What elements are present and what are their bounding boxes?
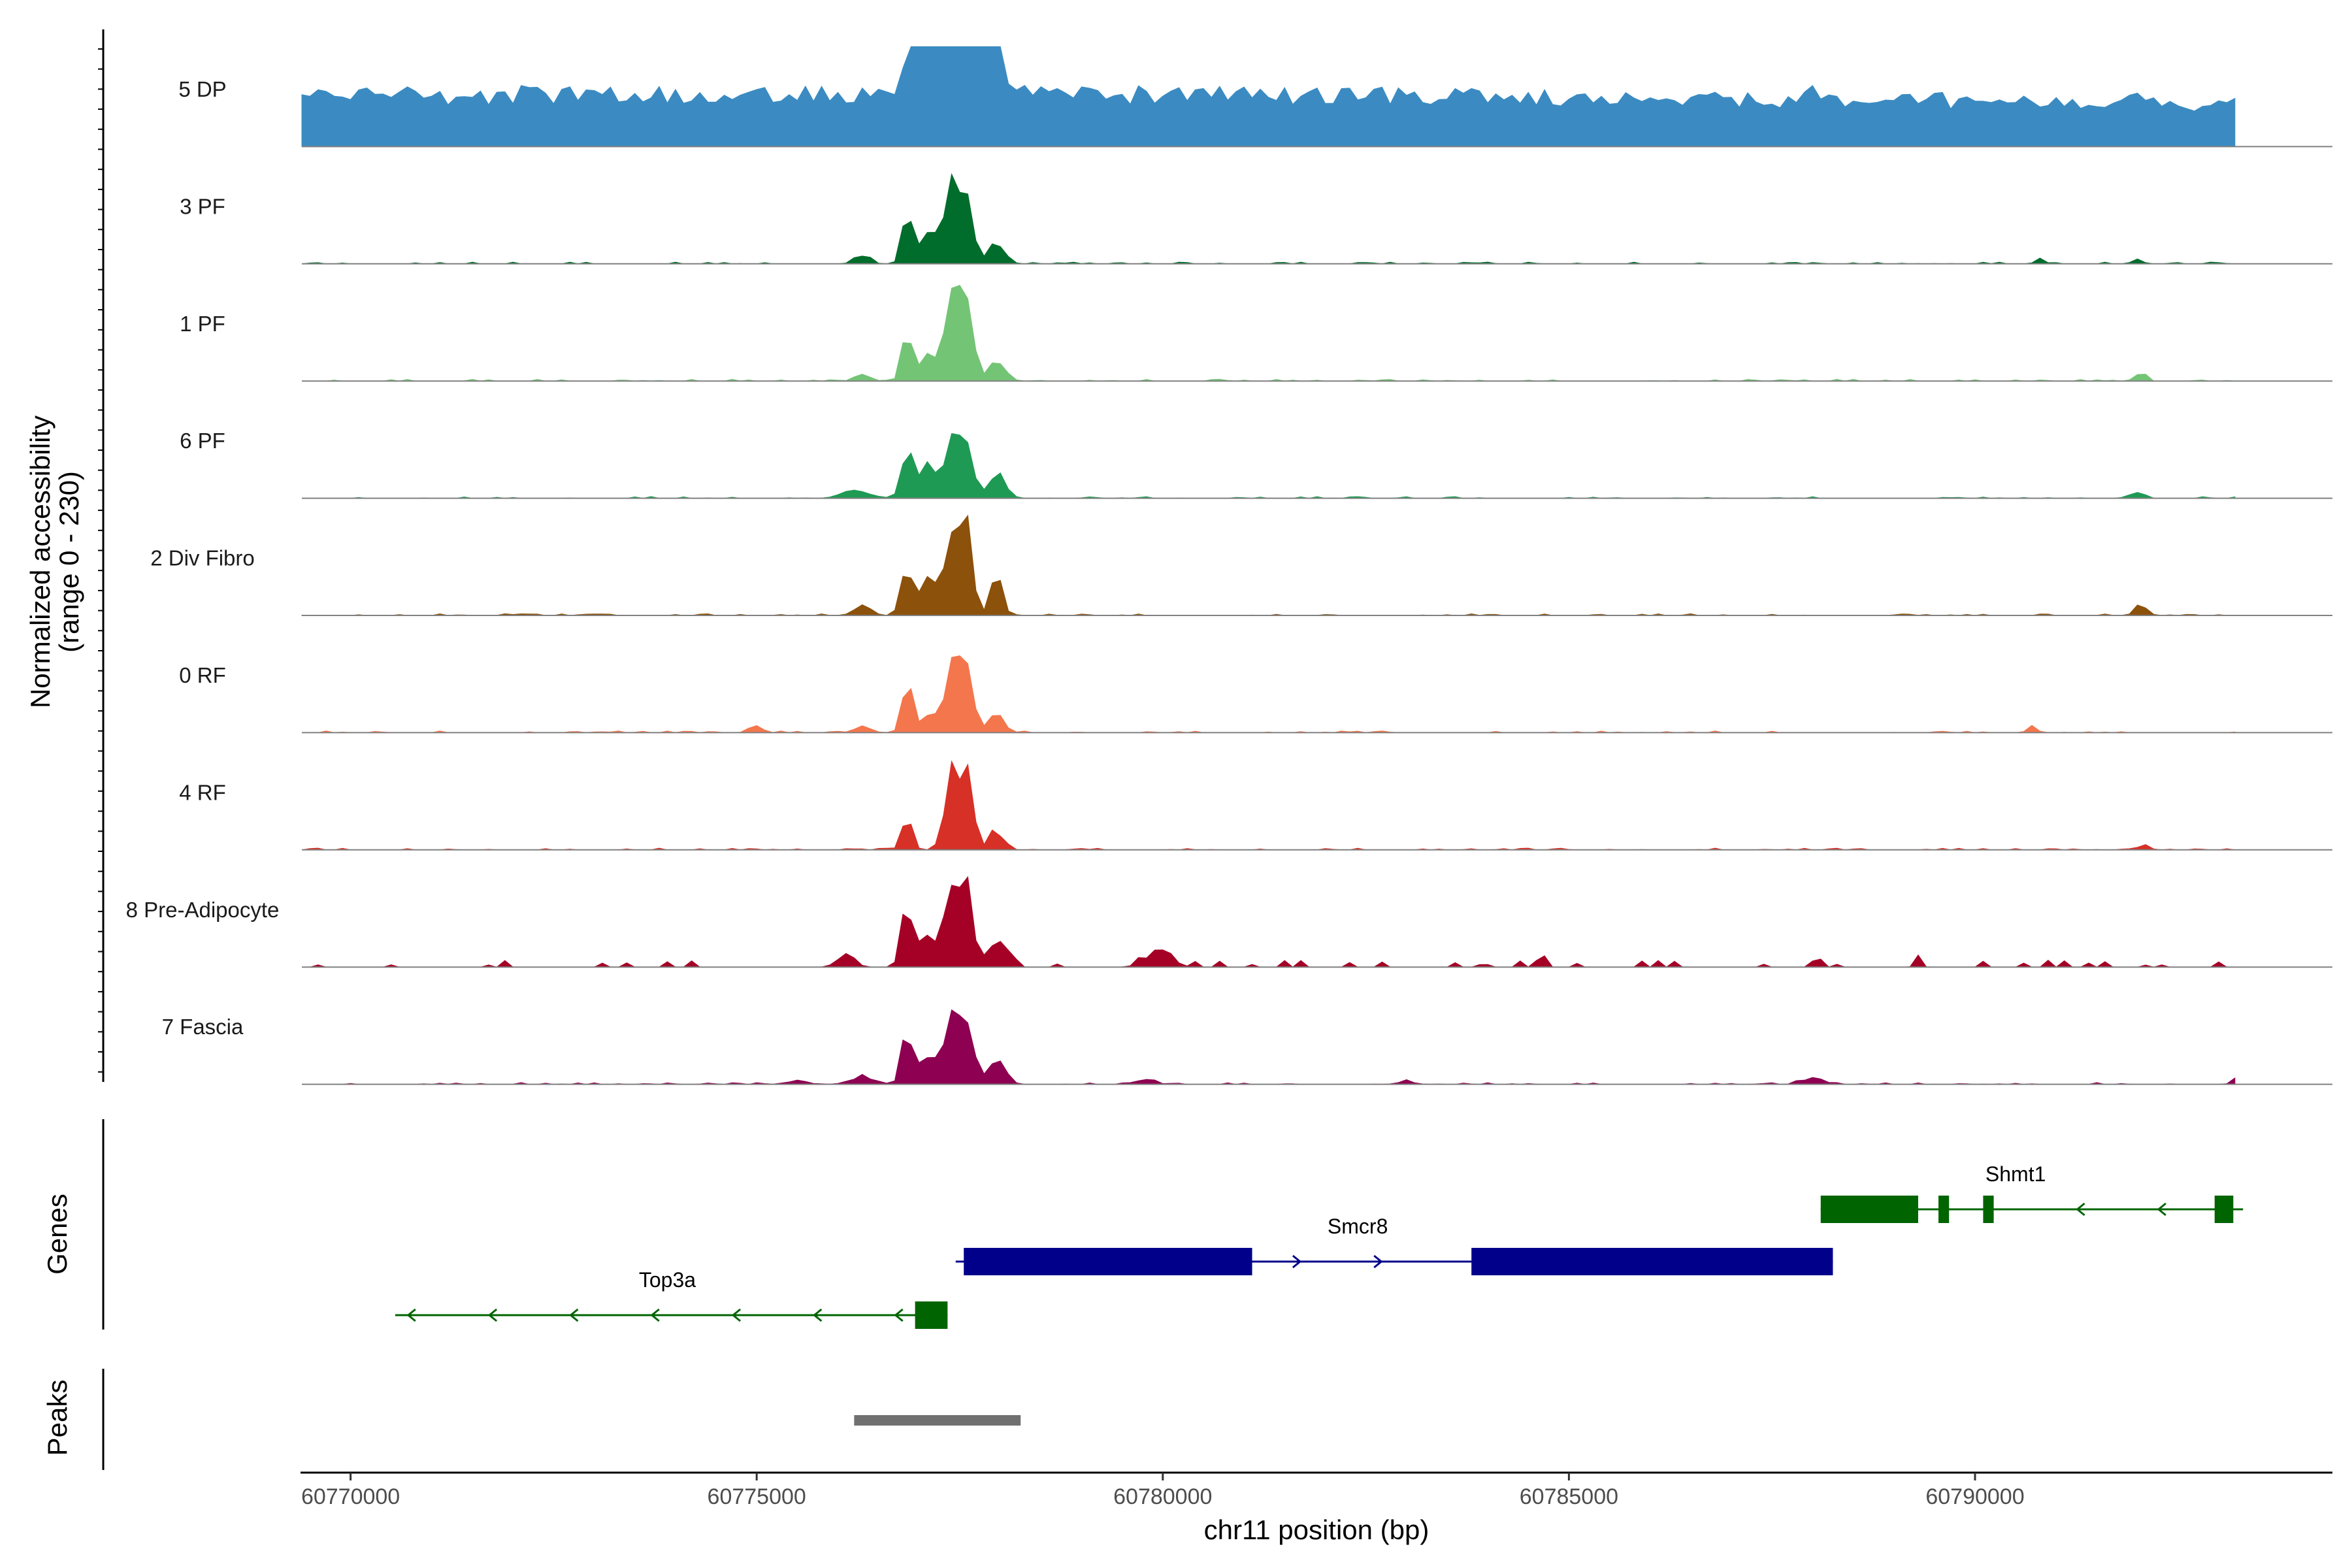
gene-exon — [2214, 1196, 2234, 1223]
coverage-track: 4 RF — [179, 760, 2332, 851]
x-axis: 60770000 60775000 60780000 60785000 60790000 — [98, 29, 2332, 1509]
gene-model: Smcr8 — [955, 1215, 1833, 1275]
track-label: 7 Fascia — [162, 1015, 244, 1039]
x-tick-label: 60770000 — [301, 1484, 400, 1509]
coverage-signal-area — [301, 46, 2236, 147]
gene-model: Top3a — [395, 1268, 948, 1329]
coverage-track: 5 DP — [178, 46, 2332, 148]
coverage-tracks: 5 DP 3 PF 1 PF 6 PF 2 Div Fibro 0 RF 4 RF 8 Pre… — [126, 46, 2332, 1085]
gene-exon — [1983, 1196, 1994, 1223]
track-label: 5 DP — [178, 77, 226, 101]
strand-arrow — [2076, 1202, 2085, 1217]
coverage-track: 8 Pre-Adipocyte — [126, 875, 2332, 968]
gene-exon — [964, 1248, 1252, 1275]
gene-exon — [1471, 1248, 1833, 1275]
track-label: 3 PF — [180, 194, 225, 218]
track-label: 2 Div Fibro — [150, 546, 255, 570]
peaks-panel-label: Peaks — [42, 1380, 73, 1456]
x-tick-label: 60790000 — [1925, 1484, 2024, 1509]
x-tick-label: 60780000 — [1113, 1484, 1212, 1509]
strand-arrow — [650, 1308, 660, 1322]
strand-arrow — [1292, 1254, 1302, 1269]
peaks-panel — [854, 1415, 1021, 1426]
strand-arrow — [406, 1308, 416, 1322]
gene-label: Top3a — [639, 1268, 696, 1292]
strand-arrow — [731, 1308, 742, 1322]
coverage-track: 1 PF — [180, 284, 2332, 382]
peak-region — [854, 1415, 1021, 1426]
coverage-signal-area — [302, 433, 2236, 499]
strand-arrow — [569, 1308, 579, 1322]
coverage-signal-area — [302, 1009, 2236, 1085]
gene-label: Shmt1 — [1985, 1162, 2046, 1186]
track-label: 1 PF — [180, 312, 225, 336]
x-tick-label: 60775000 — [708, 1484, 806, 1509]
genes-panel-label: Genes — [42, 1194, 73, 1275]
track-label: 6 PF — [180, 429, 225, 453]
gene-label: Smcr8 — [1328, 1215, 1388, 1238]
coverage-signal-area — [301, 760, 2235, 851]
y-axis-title-line2: (range 0 - 230) — [54, 471, 84, 653]
strand-arrow — [2157, 1202, 2166, 1217]
strand-arrow — [1373, 1254, 1383, 1269]
coverage-signal-area — [301, 514, 2235, 616]
gene-exon — [915, 1301, 948, 1329]
genes-panel: Top3a Smcr8 Shmt1 — [395, 1162, 2244, 1329]
coverage-track: 3 PF — [180, 172, 2332, 265]
strand-arrow — [813, 1308, 823, 1322]
gene-exon — [1938, 1196, 1950, 1223]
track-label: 8 Pre-Adipocyte — [126, 898, 280, 922]
y-axis-title-line1: Normalized accessibility — [25, 416, 56, 708]
coverage-signal-area — [302, 284, 2235, 382]
gene-exon — [1820, 1196, 1918, 1223]
coverage-signal-area — [301, 172, 2235, 265]
strand-arrow — [487, 1308, 498, 1322]
track-label: 0 RF — [179, 663, 226, 687]
coverage-signal-area — [302, 875, 2235, 968]
coverage-track: 7 Fascia — [162, 1009, 2332, 1085]
coverage-track: 0 RF — [179, 655, 2332, 734]
strand-arrow — [894, 1308, 904, 1322]
x-tick-label: 60785000 — [1520, 1484, 1618, 1509]
track-label: 4 RF — [179, 780, 226, 804]
coverage-signal-area — [302, 655, 2236, 733]
x-axis-title: chr11 position (bp) — [1204, 1514, 1429, 1545]
coverage-track: 6 PF — [180, 429, 2332, 499]
gene-model: Shmt1 — [1820, 1162, 2244, 1223]
coverage-track: 2 Div Fibro — [150, 514, 2332, 616]
